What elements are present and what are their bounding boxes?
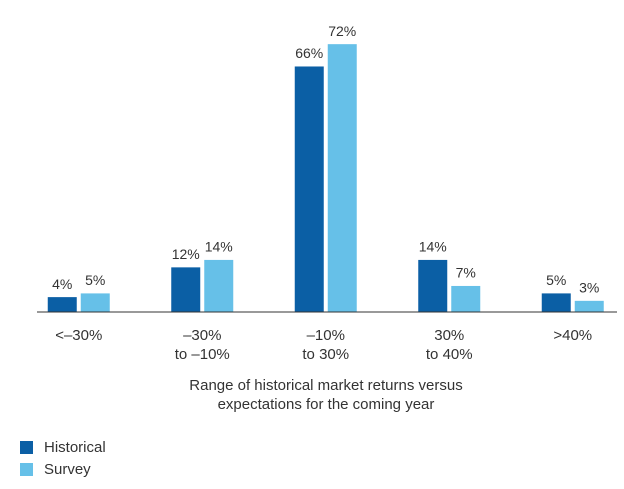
value-label: 5% (546, 272, 566, 288)
bar (451, 285, 481, 312)
bar (327, 44, 357, 312)
value-label: 3% (579, 280, 599, 296)
x-tick-label: to 30% (302, 346, 349, 363)
legend-swatch (20, 441, 33, 454)
bar (541, 293, 571, 312)
x-tick-label: <–30% (55, 327, 102, 344)
value-label: 12% (172, 246, 200, 262)
bar (574, 300, 604, 312)
x-tick-label: to –10% (175, 346, 230, 363)
value-label: 14% (205, 239, 233, 255)
x-tick-label: >40% (553, 327, 592, 344)
bar (418, 259, 448, 312)
legend-label: Historical (44, 439, 106, 456)
axis-title: expectations for the coming year (218, 396, 435, 413)
bar (294, 66, 324, 312)
value-label: 5% (85, 272, 105, 288)
value-label: 72% (328, 23, 356, 39)
value-label: 4% (52, 276, 72, 292)
legend-label: Survey (44, 461, 91, 478)
x-tick-label: to 40% (426, 346, 473, 363)
x-tick-label: –10% (307, 327, 345, 344)
value-label: 66% (295, 45, 323, 61)
bar (171, 267, 201, 312)
value-label: 14% (419, 239, 447, 255)
bar (80, 293, 110, 312)
x-tick-label: –30% (183, 327, 221, 344)
bar (47, 297, 77, 312)
legend-swatch (20, 463, 33, 476)
value-label: 7% (456, 265, 476, 281)
bar (204, 259, 234, 312)
axis-title: Range of historical market returns versu… (189, 377, 462, 394)
x-tick-label: 30% (434, 327, 464, 344)
